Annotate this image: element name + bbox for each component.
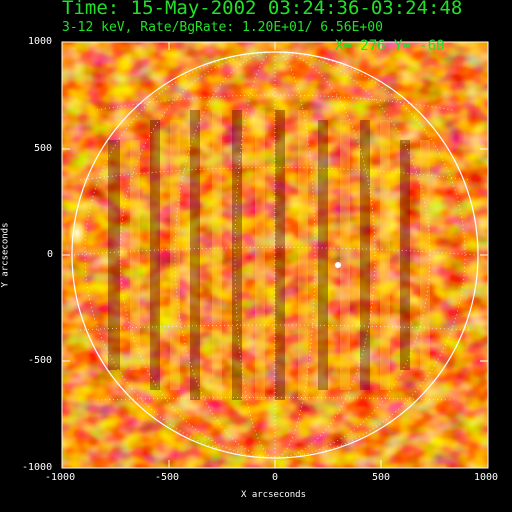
x-tick-label: 1000 (474, 472, 499, 483)
solar-limb (71, 51, 479, 459)
cursor-point (335, 262, 341, 268)
x-tick-label: -500 (155, 472, 180, 483)
tick-marks (61, 41, 489, 469)
y-tick-label: 0 (47, 249, 54, 260)
energy-rate-subtitle: 3-12 keV, Rate/BgRate: 1.20E+01/ 6.56E+0… (62, 20, 383, 35)
y-tick-label: 500 (34, 143, 53, 154)
x-tick-label: -1000 (45, 472, 76, 483)
y-tick-label: 1000 (28, 36, 53, 47)
y-tick-label: -500 (28, 355, 53, 366)
fringe-pattern (108, 110, 430, 400)
x-tick-label: 0 (272, 472, 279, 483)
x-axis-label: X arcseconds (241, 490, 307, 500)
cursor-coordinate-readout: X= 276 Y= -60 (335, 38, 445, 54)
y-axis-label: Y arcseconds (0, 222, 11, 288)
observation-time-title: Time: 15-May-2002 03:24:36-03:24:48 (62, 0, 463, 19)
y-tick-label: -1000 (22, 462, 53, 473)
x-tick-label: 500 (372, 472, 391, 483)
limb-source (65, 215, 89, 251)
